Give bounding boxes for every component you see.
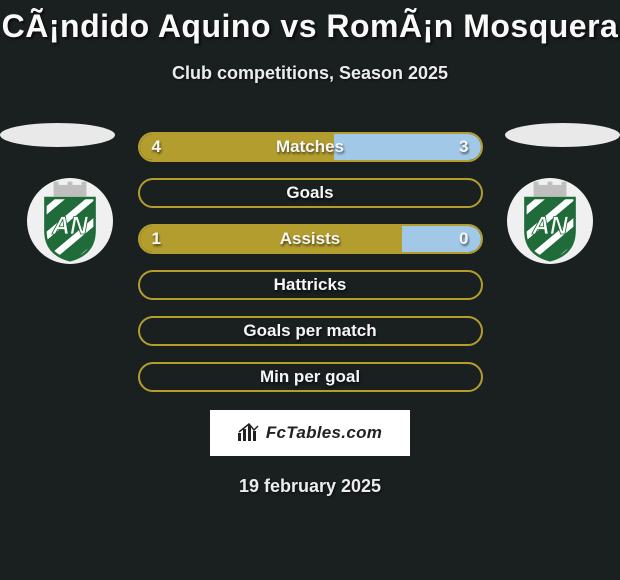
chart-icon bbox=[238, 423, 260, 441]
date-text: 19 february 2025 bbox=[0, 476, 620, 497]
stat-bar: Goals bbox=[138, 178, 483, 208]
svg-text:AN: AN bbox=[51, 213, 89, 240]
stat-label: Goals bbox=[140, 183, 481, 203]
subtitle: Club competitions, Season 2025 bbox=[0, 63, 620, 84]
comparison-bars: 43Matches Goals 10Assists Hattricks Goals pe… bbox=[138, 132, 483, 392]
stat-bar: 10Assists bbox=[138, 224, 483, 254]
stat-label: Goals per match bbox=[140, 321, 481, 341]
svg-text:AN: AN bbox=[531, 213, 569, 240]
accent-ellipse-right bbox=[505, 123, 620, 147]
team-crest-right: AN bbox=[507, 178, 593, 264]
stat-label: Hattricks bbox=[140, 275, 481, 295]
page-title: CÃ¡ndido Aquino vs RomÃ¡n Mosquera bbox=[0, 8, 620, 45]
team-crest-left: AN bbox=[27, 178, 113, 264]
stat-bar: 43Matches bbox=[138, 132, 483, 162]
stat-bar: Min per goal bbox=[138, 362, 483, 392]
watermark-text: FcTables.com bbox=[266, 423, 382, 442]
watermark: FcTables.com bbox=[210, 410, 410, 456]
stat-bar: Hattricks bbox=[138, 270, 483, 300]
stat-label: Assists bbox=[140, 229, 481, 249]
accent-ellipse-left bbox=[0, 123, 115, 147]
stat-label: Min per goal bbox=[140, 367, 481, 387]
stat-bar: Goals per match bbox=[138, 316, 483, 346]
stat-label: Matches bbox=[140, 137, 481, 157]
